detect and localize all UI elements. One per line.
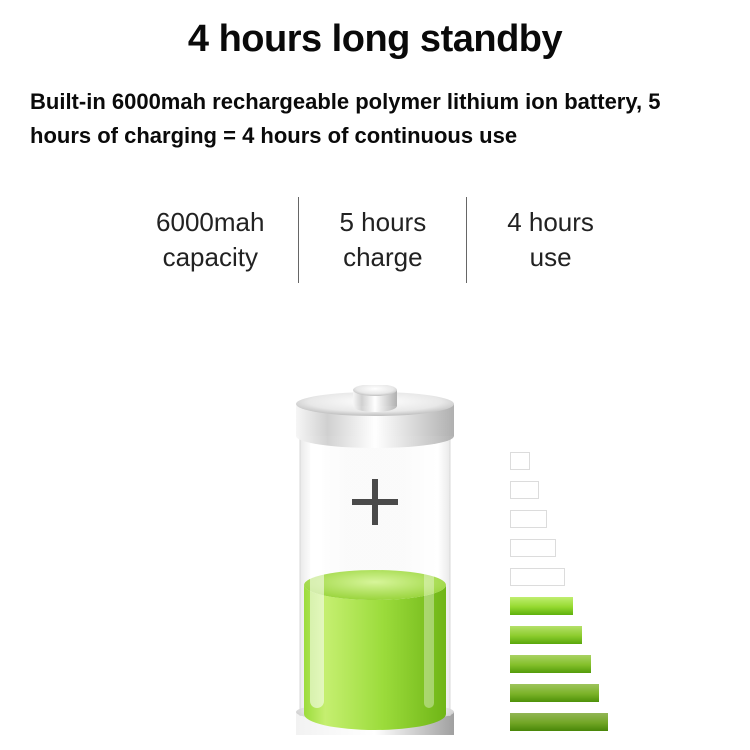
- level-bar: [510, 568, 565, 586]
- page-title: 4 hours long standby: [30, 18, 720, 61]
- level-bar: [510, 481, 539, 499]
- level-bar: [510, 539, 556, 557]
- level-bar: [510, 655, 591, 673]
- level-bar: [510, 684, 599, 702]
- spec-capacity-label: capacity: [156, 240, 264, 275]
- level-bar: [510, 626, 582, 644]
- level-bar: [510, 510, 547, 528]
- spec-capacity: 6000mah capacity: [128, 205, 298, 275]
- spec-charge-label: charge: [339, 240, 426, 275]
- spec-use-label: use: [507, 240, 594, 275]
- level-bar: [510, 713, 608, 731]
- level-bar: [510, 452, 530, 470]
- spec-charge-value: 5 hours: [339, 205, 426, 240]
- description-text: Built-in 6000mah rechargeable polymer li…: [30, 85, 720, 153]
- spec-capacity-value: 6000mah: [156, 205, 264, 240]
- battery-icon: [270, 385, 480, 735]
- battery-graphic: [0, 385, 750, 735]
- spec-charge: 5 hours charge: [299, 205, 466, 275]
- spec-use: 4 hours use: [467, 205, 622, 275]
- specs-row: 6000mah capacity 5 hours charge 4 hours …: [30, 205, 720, 275]
- level-bars: [510, 452, 608, 742]
- spec-use-value: 4 hours: [507, 205, 594, 240]
- level-bar: [510, 597, 573, 615]
